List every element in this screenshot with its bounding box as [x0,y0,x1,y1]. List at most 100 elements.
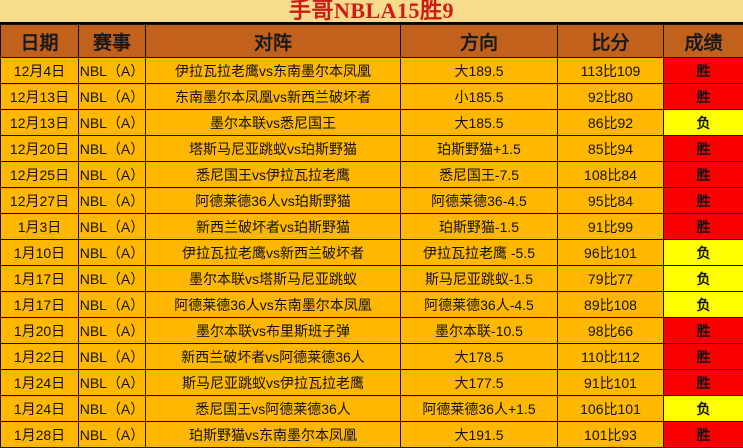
cell-score[interactable]: 86比92 [558,110,664,136]
cell-league[interactable]: NBL（A） [79,422,146,448]
cell-score[interactable]: 79比77 [558,266,664,292]
cell-direction[interactable]: 墨尔本联-10.5 [401,318,558,344]
cell-league[interactable]: NBL（A） [79,110,146,136]
status-badge[interactable]: 胜 [664,188,743,214]
cell-league[interactable]: NBL（A） [79,188,146,214]
cell-league[interactable]: NBL（A） [79,370,146,396]
cell-direction[interactable]: 大189.5 [401,58,558,84]
cell-matchup[interactable]: 悉尼国王vs阿德莱德36人 [146,396,401,422]
cell-direction[interactable]: 伊拉瓦拉老鹰 -5.5 [401,240,558,266]
cell-score[interactable]: 98比66 [558,318,664,344]
cell-matchup[interactable]: 斯马尼亚跳蚁vs伊拉瓦拉老鹰 [146,370,401,396]
cell-score[interactable]: 110比112 [558,344,664,370]
cell-date[interactable]: 1月3日 [1,214,79,240]
cell-direction[interactable]: 大178.5 [401,344,558,370]
cell-league[interactable]: NBL（A） [79,214,146,240]
cell-date[interactable]: 12月4日 [1,58,79,84]
status-badge[interactable]: 胜 [664,422,743,448]
cell-league[interactable]: NBL（A） [79,318,146,344]
cell-date[interactable]: 1月20日 [1,318,79,344]
cell-league[interactable]: NBL（A） [79,266,146,292]
cell-direction[interactable]: 大177.5 [401,370,558,396]
cell-direction[interactable]: 阿德莱德36-4.5 [401,188,558,214]
cell-date[interactable]: 1月24日 [1,370,79,396]
status-badge[interactable]: 负 [664,110,743,136]
cell-direction[interactable]: 大185.5 [401,110,558,136]
cell-date[interactable]: 12月25日 [1,162,79,188]
status-badge[interactable]: 负 [664,292,743,318]
cell-score[interactable]: 106比101 [558,396,664,422]
cell-score[interactable]: 85比94 [558,136,664,162]
status-badge[interactable]: 胜 [664,84,743,110]
cell-league[interactable]: NBL（A） [79,162,146,188]
cell-league[interactable]: NBL（A） [79,240,146,266]
cell-score[interactable]: 92比80 [558,84,664,110]
cell-league[interactable]: NBL（A） [79,292,146,318]
cell-date[interactable]: 1月17日 [1,266,79,292]
cell-matchup[interactable]: 伊拉瓦拉老鹰vs东南墨尔本凤凰 [146,58,401,84]
cell-direction[interactable]: 阿德莱德36人+1.5 [401,396,558,422]
cell-date[interactable]: 12月13日 [1,110,79,136]
cell-direction[interactable]: 小185.5 [401,84,558,110]
cell-matchup[interactable]: 墨尔本联vs塔斯马尼亚跳蚁 [146,266,401,292]
cell-date[interactable]: 1月10日 [1,240,79,266]
cell-league[interactable]: NBL（A） [79,84,146,110]
status-badge[interactable]: 胜 [664,370,743,396]
cell-date[interactable]: 1月22日 [1,344,79,370]
status-badge[interactable]: 负 [664,396,743,422]
cell-matchup[interactable]: 塔斯马尼亚跳蚁vs珀斯野猫 [146,136,401,162]
cell-matchup[interactable]: 墨尔本联vs布里斯班子弹 [146,318,401,344]
cell-matchup[interactable]: 阿德莱德36人vs珀斯野猫 [146,188,401,214]
cell-date[interactable]: 1月24日 [1,396,79,422]
cell-direction[interactable]: 悉尼国王-7.5 [401,162,558,188]
cell-date[interactable]: 12月20日 [1,136,79,162]
column-header-match[interactable]: 对阵 [146,25,401,58]
cell-league[interactable]: NBL（A） [79,396,146,422]
cell-matchup[interactable]: 东南墨尔本凤凰vs新西兰破坏者 [146,84,401,110]
cell-direction[interactable]: 珀斯野猫-1.5 [401,214,558,240]
cell-date[interactable]: 12月13日 [1,84,79,110]
cell-score[interactable]: 96比101 [558,240,664,266]
cell-date[interactable]: 1月17日 [1,292,79,318]
cell-score[interactable]: 91比99 [558,214,664,240]
column-header-direction[interactable]: 方向 [401,25,558,58]
cell-score[interactable]: 108比84 [558,162,664,188]
cell-matchup[interactable]: 新西兰破坏者vs珀斯野猫 [146,214,401,240]
cell-direction[interactable]: 大191.5 [401,422,558,448]
cell-date[interactable]: 12月27日 [1,188,79,214]
cell-score[interactable]: 95比84 [558,188,664,214]
cell-matchup[interactable]: 新西兰破坏者vs阿德莱德36人 [146,344,401,370]
cell-direction[interactable]: 阿德莱德36人-4.5 [401,292,558,318]
status-badge[interactable]: 负 [664,266,743,292]
cell-matchup[interactable]: 墨尔本联vs悉尼国王 [146,110,401,136]
status-badge[interactable]: 胜 [664,344,743,370]
status-badge[interactable]: 胜 [664,162,743,188]
cell-league[interactable]: NBL（A） [79,344,146,370]
column-header-league[interactable]: 赛事 [79,25,146,58]
cell-league[interactable]: NBL（A） [79,136,146,162]
cell-direction[interactable]: 斯马尼亚跳蚁-1.5 [401,266,558,292]
status-badge[interactable]: 胜 [664,136,743,162]
status-badge[interactable]: 负 [664,240,743,266]
cell-score[interactable]: 113比109 [558,58,664,84]
cell-matchup[interactable]: 阿德莱德36人vs东南墨尔本凤凰 [146,292,401,318]
status-badge[interactable]: 胜 [664,214,743,240]
cell-date[interactable]: 1月28日 [1,422,79,448]
cell-score[interactable]: 101比93 [558,422,664,448]
cell-score[interactable]: 89比108 [558,292,664,318]
column-header-result[interactable]: 成绩 [664,25,743,58]
